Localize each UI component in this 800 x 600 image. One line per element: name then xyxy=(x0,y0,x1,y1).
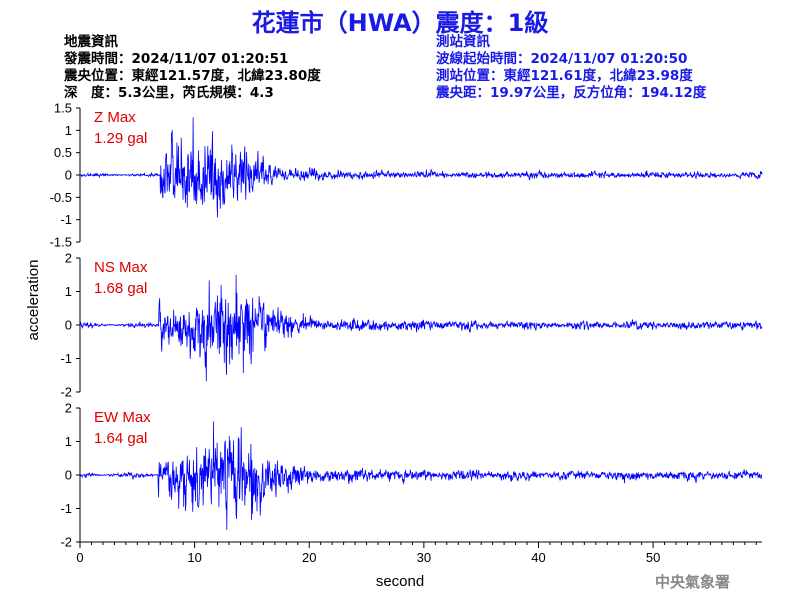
agency-watermark: 中央氣象署 xyxy=(655,573,731,591)
station-info-heading: 測站資訊 xyxy=(436,34,490,50)
waveform-trace xyxy=(79,274,763,382)
y-tick-label: -0.5 xyxy=(50,190,72,205)
y-tick-label: 2 xyxy=(65,251,72,266)
x-tick-label: 10 xyxy=(187,550,201,565)
max-value-label: 1.64 gal xyxy=(94,430,147,447)
max-value-label: 1.29 gal xyxy=(94,130,147,147)
origin-time: 發震時間：2024/11/07 01:20:51 xyxy=(64,51,289,67)
epicentral-distance: 震央距：19.97公里，反方位角：194.12度 xyxy=(436,85,707,101)
y-tick-label: 1.5 xyxy=(54,101,72,116)
y-tick-label: 1 xyxy=(65,123,72,138)
waveform-trace xyxy=(79,421,763,530)
y-tick-label: -1 xyxy=(60,351,72,366)
y-tick-label: 0 xyxy=(65,168,72,183)
x-tick-label: 50 xyxy=(646,550,660,565)
x-tick-label: 0 xyxy=(76,550,83,565)
component-label: EW Max xyxy=(94,409,151,426)
y-tick-label: 2 xyxy=(65,401,72,416)
waveform-trace xyxy=(79,117,763,218)
depth-magnitude: 深 度：5.3公里，芮氏規模：4.3 xyxy=(64,85,274,101)
x-tick-label: 20 xyxy=(302,550,316,565)
y-tick-label: -2 xyxy=(60,385,72,400)
earthquake-info-heading: 地震資訊 xyxy=(64,34,118,50)
y-tick-label: -1.5 xyxy=(50,235,72,250)
epicenter-location: 震央位置：東經121.57度，北緯23.80度 xyxy=(64,68,321,84)
chart-title: 花蓮市（HWA）震度：1級 xyxy=(251,9,549,37)
earthquake-info: 地震資訊 發震時間：2024/11/07 01:20:51 震央位置：東經121… xyxy=(64,34,321,102)
waveform-start-time: 波線起始時間：2024/11/07 01:20:50 xyxy=(436,51,688,67)
y-tick-label: 0 xyxy=(65,468,72,483)
component-label: Z Max xyxy=(94,109,136,126)
x-tick-label: 40 xyxy=(531,550,545,565)
component-label: NS Max xyxy=(94,259,148,276)
y-tick-label: -1 xyxy=(60,501,72,516)
y-tick-label: -2 xyxy=(60,535,72,550)
y-axis-label: acceleration xyxy=(25,260,42,341)
max-value-label: 1.68 gal xyxy=(94,280,147,297)
station-location: 測站位置：東經121.61度，北緯23.98度 xyxy=(436,68,693,84)
y-tick-label: 1 xyxy=(65,284,72,299)
y-tick-label: 0 xyxy=(65,318,72,333)
y-tick-label: 0.5 xyxy=(54,145,72,160)
station-info: 測站資訊 波線起始時間：2024/11/07 01:20:50 測站位置：東經1… xyxy=(436,34,706,102)
x-tick-label: 30 xyxy=(417,550,431,565)
y-tick-label: 1 xyxy=(65,434,72,449)
x-axis-label: second xyxy=(376,573,424,590)
y-tick-label: -1 xyxy=(60,212,72,227)
